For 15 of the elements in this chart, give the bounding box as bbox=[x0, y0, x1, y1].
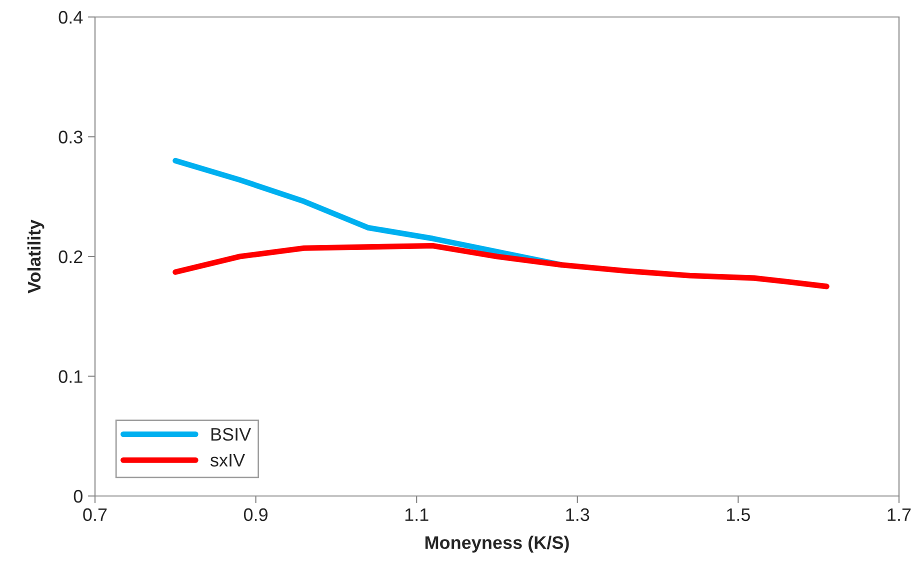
x-tick-label: 1.1 bbox=[405, 508, 428, 521]
y-axis-title: Volatility bbox=[27, 220, 44, 294]
y-tick-label: 0.2 bbox=[58, 250, 82, 264]
y-tick-label: 0.4 bbox=[58, 10, 83, 24]
x-tick-label: 1.7 bbox=[888, 508, 911, 521]
x-tick-label: 0.7 bbox=[83, 508, 107, 522]
x-tick-label: 0.9 bbox=[244, 508, 268, 522]
x-axis-title: Moneyness (K/S) bbox=[425, 536, 569, 553]
y-tick-label: 0.1 bbox=[58, 370, 82, 383]
x-tick-label: 1.3 bbox=[566, 508, 590, 522]
y-tick-label: 0 bbox=[74, 490, 82, 503]
legend-label: BSIV bbox=[211, 428, 252, 441]
x-tick-label: 1.5 bbox=[727, 508, 750, 522]
legend-label: sxIV bbox=[210, 454, 246, 467]
y-tick-label: 0.3 bbox=[58, 130, 82, 144]
